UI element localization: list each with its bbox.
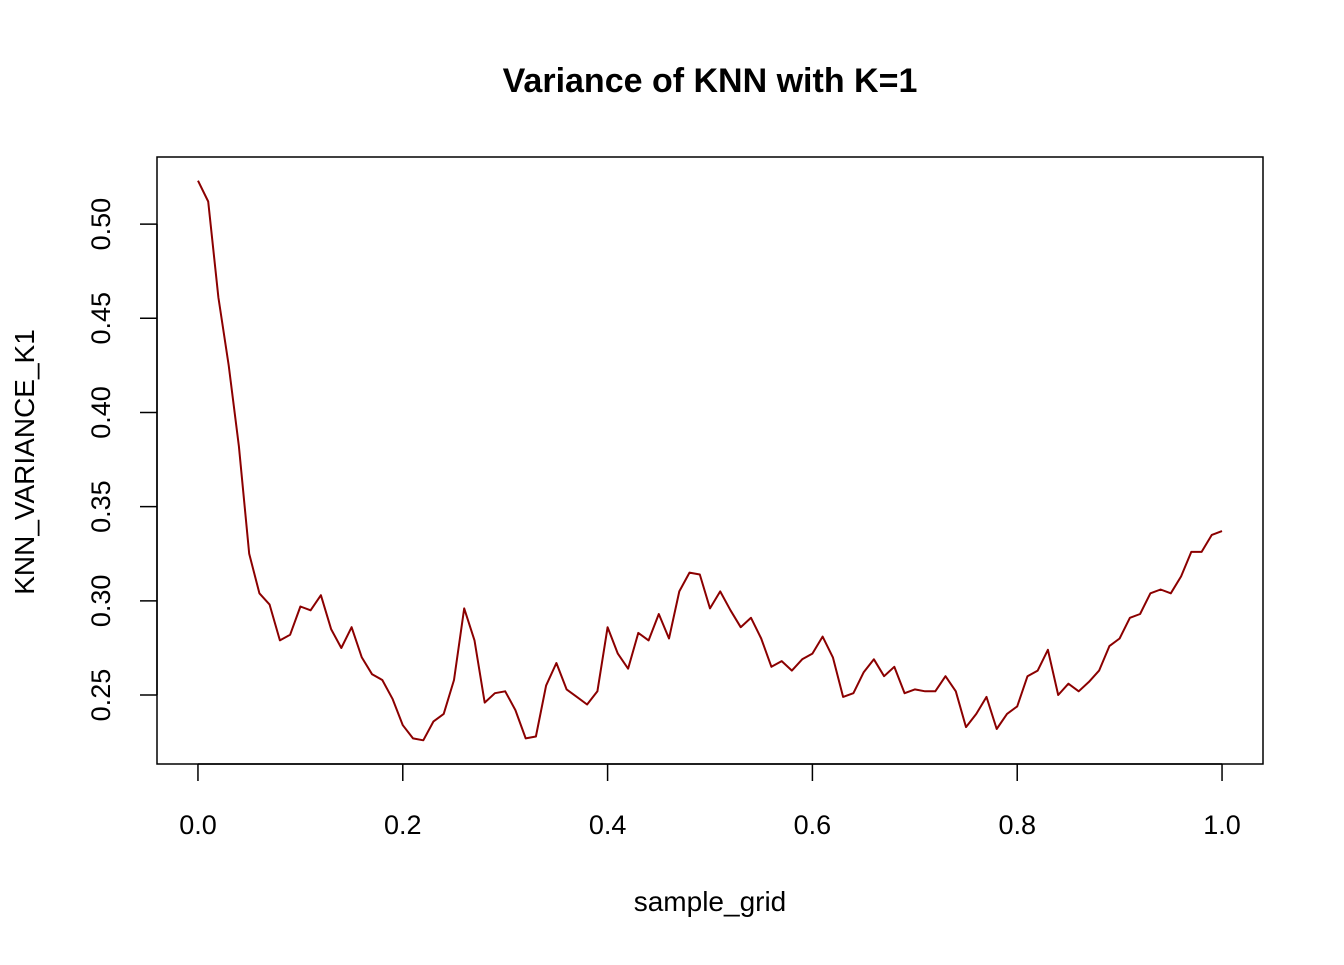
x-tick-label: 0.4: [589, 810, 627, 840]
x-tick-label: 0.6: [794, 810, 832, 840]
chart-title: Variance of KNN with K=1: [503, 62, 918, 100]
x-tick-label: 0.0: [179, 810, 217, 840]
x-axis-label: sample_grid: [634, 886, 787, 917]
y-tick-label: 0.35: [86, 480, 116, 533]
y-axis-label: KNN_VARIANCE_K1: [9, 329, 40, 595]
y-tick-label: 0.45: [86, 292, 116, 345]
y-tick-label: 0.40: [86, 386, 116, 439]
x-tick-label: 0.8: [998, 810, 1036, 840]
y-tick-label: 0.50: [86, 198, 116, 251]
y-tick-label: 0.30: [86, 575, 116, 628]
series-line: [197, 180, 1223, 742]
x-axis: 0.0 0.2 0.4 0.6 0.8 1.0: [179, 763, 1241, 840]
x-tick-label: 1.0: [1203, 810, 1241, 840]
y-tick-label: 0.25: [86, 669, 116, 722]
x-tick-label: 0.2: [384, 810, 422, 840]
y-axis: 0.25 0.30 0.35 0.40 0.45 0.50: [86, 198, 158, 722]
